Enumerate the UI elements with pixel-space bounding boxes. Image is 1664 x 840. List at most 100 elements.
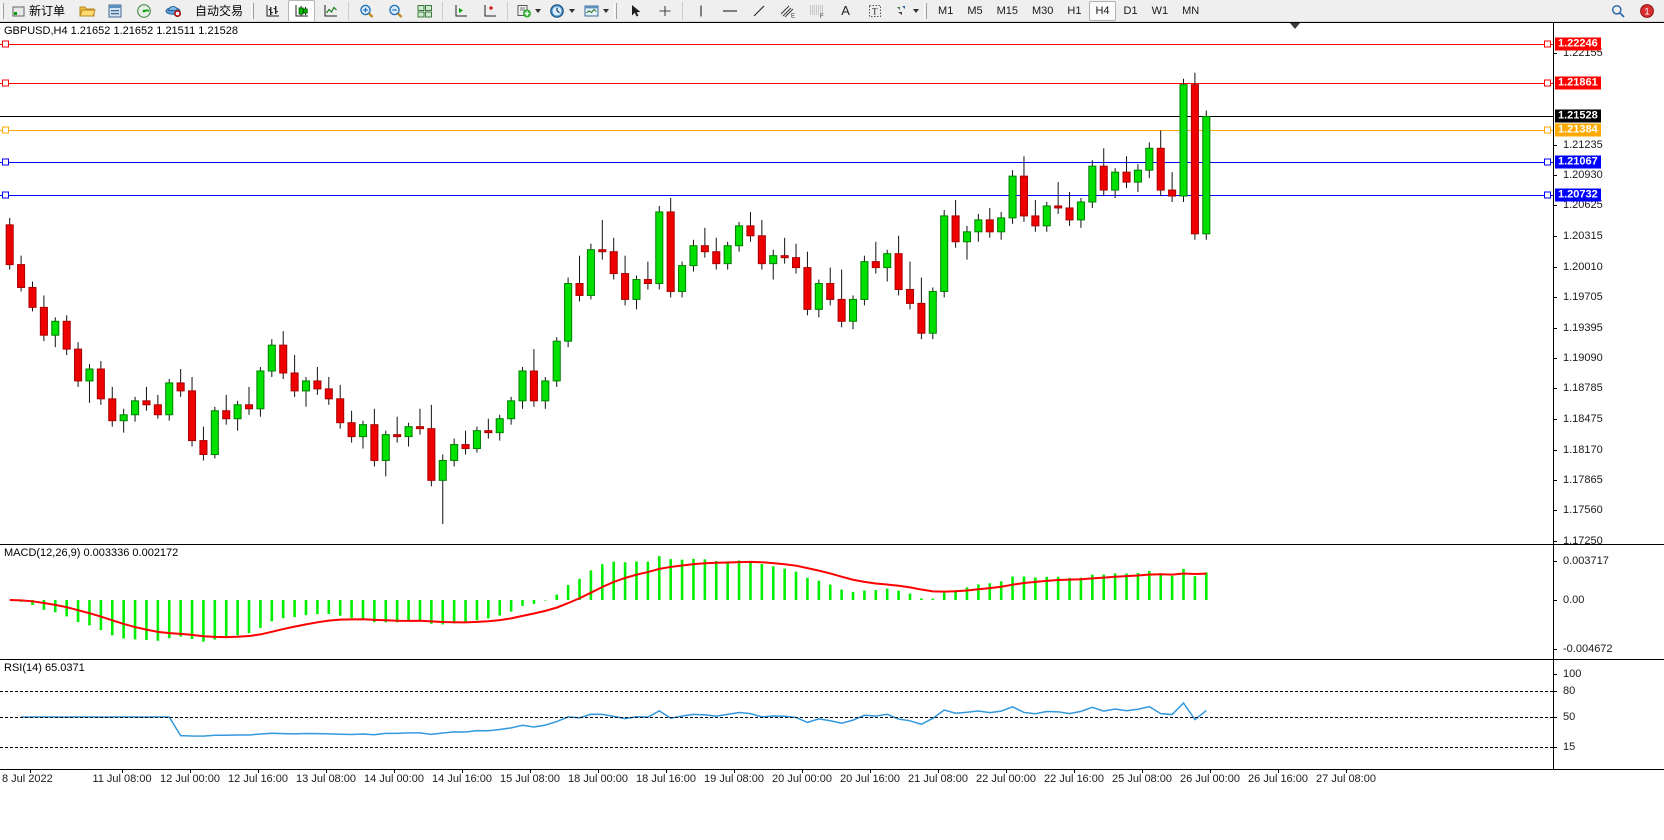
- text-tool-button[interactable]: A: [832, 0, 859, 21]
- level-line-resistance[interactable]: [0, 82, 1553, 84]
- toolbar-grip-2[interactable]: [251, 2, 256, 19]
- strategy-tester-button[interactable]: [160, 0, 187, 21]
- price-badge-resistance[interactable]: 1.21861: [1555, 76, 1601, 90]
- price-axis-line: [1553, 23, 1554, 544]
- bar-chart-button[interactable]: [259, 0, 286, 21]
- price-pane[interactable]: GBPUSD,H4 1.21652 1.21652 1.21511 1.2152…: [0, 22, 1664, 547]
- level-handle-resistance[interactable]: [2, 79, 9, 87]
- fibonacci-icon: F: [809, 5, 824, 19]
- search-button[interactable]: [1604, 0, 1631, 21]
- autotrading-button[interactable]: 自动交易: [189, 0, 249, 21]
- chart-window[interactable]: GBPUSD,H4 1.21652 1.21652 1.21511 1.2152…: [0, 22, 1664, 840]
- arrow-cursor-icon: [631, 4, 640, 16]
- level-handle-resistance[interactable]: [2, 40, 9, 48]
- level-line-pending[interactable]: [0, 130, 1553, 131]
- timeframe-m5[interactable]: M5: [967, 4, 983, 17]
- toolbar-grip-3[interactable]: [614, 2, 619, 19]
- price-badge-resistance[interactable]: 1.22246: [1555, 37, 1601, 51]
- rsi-pane[interactable]: RSI(14) 65.0371 100 80 50 15: [0, 659, 1664, 769]
- macd-tick-label: 0.003717: [1563, 555, 1609, 567]
- svg-text:T: T: [872, 6, 878, 16]
- time-tick: [1006, 770, 1007, 773]
- candlestick-chart-button[interactable]: [288, 0, 316, 21]
- macd-pane[interactable]: MACD(12,26,9) 0.003336 0.002172 0.003717…: [0, 544, 1664, 659]
- level-handle-pending[interactable]: [2, 126, 9, 134]
- chart-scroll-marker[interactable]: [1290, 23, 1300, 29]
- market-watch-button[interactable]: [131, 0, 158, 21]
- chevron-down-icon-4[interactable]: [913, 8, 920, 13]
- chevron-down-icon-2[interactable]: [569, 8, 576, 13]
- timeframe-h4[interactable]: H4: [1089, 0, 1116, 21]
- level-handle-support[interactable]: [2, 158, 9, 166]
- new-order-button[interactable]: 新订单: [9, 0, 71, 21]
- time-tick: [190, 770, 191, 773]
- rsi-label: RSI(14) 65.0371: [4, 662, 85, 674]
- notifications-button[interactable]: 1: [1633, 0, 1660, 21]
- level-line-resistance[interactable]: [0, 44, 1553, 46]
- timeframe-d1[interactable]: D1: [1123, 4, 1138, 17]
- line-chart-button[interactable]: [317, 0, 344, 21]
- toolbar-grip-4[interactable]: [924, 2, 929, 19]
- price-plot-area[interactable]: [0, 23, 1664, 544]
- candlestick-series: [5, 72, 1211, 525]
- trendline-tool-button[interactable]: [745, 0, 772, 21]
- macd-plot-area[interactable]: [0, 545, 1664, 659]
- level-handle-resistance[interactable]: [1544, 79, 1551, 87]
- level-line-current-price[interactable]: [0, 115, 1553, 117]
- time-tick: [1278, 770, 1279, 773]
- timeframe-h1[interactable]: H1: [1067, 4, 1082, 17]
- rsi-tick-label: 80: [1563, 685, 1576, 698]
- templates-button[interactable]: [580, 0, 612, 21]
- fibonacci-tool-button[interactable]: F: [803, 0, 830, 21]
- price-badge-support[interactable]: 1.21067: [1555, 155, 1601, 169]
- crosshair-tool-button[interactable]: [651, 0, 678, 21]
- timeframe-m15[interactable]: M15: [996, 4, 1018, 17]
- timeframe-w1[interactable]: W1: [1151, 4, 1169, 17]
- time-tick: [1074, 770, 1075, 773]
- price-tick: [1553, 296, 1557, 298]
- period-button[interactable]: [546, 0, 578, 21]
- macd-scale: 0.003717 0.00 -0.004672: [1553, 545, 1663, 659]
- price-scale[interactable]: 1.22155 1.21235 1.20930 1.20625 1.20315 1.200…: [1553, 23, 1663, 547]
- price-badge-pending[interactable]: 1.21384: [1555, 123, 1601, 137]
- timeframe-m30[interactable]: M30: [1032, 4, 1054, 17]
- zoom-in-button[interactable]: [353, 0, 380, 21]
- tile-windows-button[interactable]: [411, 0, 438, 21]
- timeframe-mn[interactable]: MN: [1182, 4, 1200, 17]
- chevron-down-icon-3[interactable]: [603, 8, 610, 13]
- chevron-down-icon[interactable]: [535, 8, 542, 13]
- level-handle-support[interactable]: [1544, 191, 1551, 199]
- zoom-out-button[interactable]: [382, 0, 409, 21]
- objects-icon: [897, 5, 906, 15]
- shift-chart-button[interactable]: [447, 0, 474, 21]
- level-line-support[interactable]: [0, 161, 1553, 163]
- level-handle-resistance[interactable]: [1544, 40, 1551, 48]
- equidistant-channel-button[interactable]: E: [774, 0, 801, 21]
- objects-list-button[interactable]: [890, 0, 922, 21]
- price-tick-label: 1.18475: [1563, 413, 1603, 426]
- price-badge-support[interactable]: 1.20732: [1555, 188, 1601, 202]
- time-tick-label: 25 Jul 08:00: [1112, 773, 1172, 785]
- timeframe-m1[interactable]: M1: [938, 4, 954, 17]
- price-badge-current-price[interactable]: 1.21528: [1555, 109, 1601, 123]
- level-handle-pending[interactable]: [1544, 126, 1551, 134]
- toolbar-grip[interactable]: [1, 2, 5, 19]
- level-handle-support[interactable]: [1544, 158, 1551, 166]
- horizontal-line-tool-button[interactable]: [716, 0, 743, 21]
- rsi-level-15: [0, 747, 1553, 749]
- rsi-plot-area[interactable]: [0, 660, 1664, 769]
- price-tick-label: 1.18170: [1563, 443, 1603, 456]
- time-tick-label: 21 Jul 08:00: [908, 773, 968, 785]
- level-handle-support[interactable]: [2, 191, 9, 199]
- rsi-tick-label: 50: [1563, 711, 1576, 723]
- vertical-line-tool-button[interactable]: [687, 0, 714, 21]
- open-chart-button[interactable]: [73, 0, 100, 21]
- autoscroll-button[interactable]: [476, 0, 503, 21]
- macd-series: [9, 556, 1208, 642]
- text-label-tool-button[interactable]: T: [861, 0, 888, 21]
- cursor-tool-button[interactable]: [622, 0, 649, 21]
- add-indicator-button[interactable]: [512, 0, 544, 21]
- level-line-support[interactable]: [0, 194, 1553, 196]
- time-axis[interactable]: 8 Jul 2022 11 Jul 08:00 12 Jul 00:00 12 Jul…: [0, 769, 1664, 840]
- profiles-button[interactable]: [102, 0, 129, 21]
